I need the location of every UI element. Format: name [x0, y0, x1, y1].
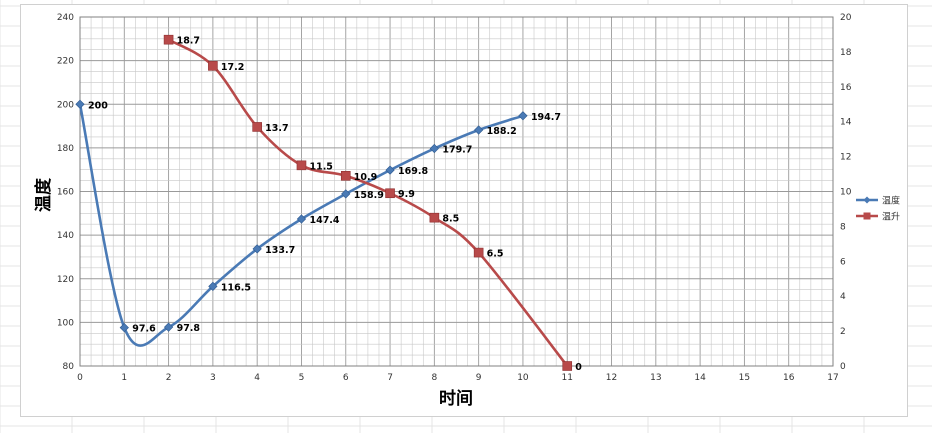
y-left-tick-label: 200 [57, 100, 74, 110]
y-left-tick-label: 100 [57, 318, 74, 328]
temperature-point [252, 244, 262, 254]
temperature-point [75, 99, 85, 109]
data-label: 97.6 [132, 324, 156, 335]
data-label: 194.7 [531, 112, 561, 123]
axes: 0 1 2 3 4 5 6 7 8 9 10 11 12 13 14 15 16 1780100120140160… [57, 13, 852, 383]
data-label: 133.7 [265, 245, 295, 256]
temperature-point [208, 281, 218, 292]
temperature-rise-point [340, 170, 351, 181]
line-chart: 0 1 2 3 4 5 6 7 8 9 10 11 12 13 14 15 16 1780100120140160… [33, 13, 900, 409]
y-right-tick-label: 2 [840, 327, 846, 337]
data-label: 18.7 [177, 36, 200, 47]
x-tick-label: 12 [606, 373, 617, 383]
y-right-tick-label: 6 [840, 257, 846, 267]
x-axis-title: 时间 [439, 388, 473, 409]
y-axis-title: 温度 [33, 177, 54, 212]
temperature-point [474, 125, 484, 135]
plot-area-border [79, 16, 834, 367]
y-right-tick-label: 12 [840, 153, 851, 163]
legend-label: 温升 [882, 212, 900, 223]
temperature-rise-point [562, 361, 573, 371]
temperature-rise-point [163, 34, 174, 45]
x-tick-label: 14 [694, 373, 706, 383]
temperature-point [163, 322, 174, 332]
y-right-tick-label: 10 [840, 188, 852, 198]
x-tick-label: 17 [827, 373, 838, 383]
data-label: 13.7 [265, 123, 288, 134]
temperature-rise-point [429, 212, 440, 223]
data-label: 11.5 [309, 161, 332, 172]
data-label: 6.5 [487, 249, 504, 260]
data-label: 169.8 [398, 166, 428, 177]
data-labels: 200 97.6 97.8 116.5 133.7 147.4 158.9 169.8 179.… [88, 36, 582, 373]
y-right-tick-label: 16 [840, 83, 852, 93]
y-right-tick-label: 0 [840, 362, 846, 372]
data-label: 116.5 [221, 282, 251, 293]
data-label: 158.9 [354, 190, 384, 201]
y-right-tick-label: 4 [840, 292, 846, 302]
legend-label: 温度 [882, 195, 900, 207]
chart-area[interactable]: 0 1 2 3 4 5 6 7 8 9 10 11 12 13 14 15 16 17 80 100 120 140 160… [20, 4, 908, 417]
x-tick-label: 9 [476, 373, 482, 383]
temperature-rise-point [252, 122, 262, 132]
y-right-tick-label: 14 [840, 118, 852, 128]
data-label: 10.9 [354, 172, 377, 183]
data-label: 17.2 [221, 62, 244, 73]
x-tick-label: 4 [254, 373, 260, 383]
data-label: 179.7 [442, 145, 472, 156]
y-left-tick-label: 160 [57, 188, 74, 198]
y-left-tick-label: 80 [63, 362, 75, 372]
temperature-point [341, 189, 351, 199]
y-left-tick-label: 120 [57, 275, 74, 285]
x-tick-label: 10 [517, 373, 529, 383]
data-label: 147.4 [309, 215, 339, 226]
y-right-tick-label: 18 [840, 48, 852, 58]
temperature-point [429, 143, 439, 154]
x-tick-label: 8 [431, 373, 437, 383]
y-right-tick-label: 20 [840, 13, 852, 23]
temperature-rise-point [385, 188, 395, 199]
y-left-tick-label: 180 [57, 144, 74, 154]
data-label: 8.5 [442, 214, 459, 225]
x-tick-label: 15 [739, 373, 750, 383]
x-tick-label: 0 [77, 373, 83, 383]
y-right-tick-label: 8 [840, 222, 846, 232]
y-left-tick-label: 240 [57, 13, 74, 23]
temperature-point [119, 322, 129, 333]
temperature-point [296, 214, 307, 224]
data-label: 200 [88, 100, 108, 111]
x-tick-label: 2 [166, 373, 172, 383]
temperature-point [518, 111, 528, 121]
legend-marker [863, 196, 871, 204]
x-tick-label: 16 [783, 373, 795, 383]
x-tick-label: 5 [299, 373, 305, 383]
x-tick-label: 1 [121, 373, 127, 383]
legend-marker [863, 212, 871, 220]
temperature-point [385, 165, 395, 175]
data-label: 9.9 [398, 189, 415, 200]
x-tick-label: 6 [343, 373, 349, 383]
data-label: 0 [575, 362, 582, 373]
data-label: 97.8 [177, 323, 201, 334]
x-tick-label: 11 [562, 373, 573, 383]
gridlines [79, 16, 834, 367]
data-label: 188.2 [487, 126, 517, 137]
x-tick-label: 7 [387, 373, 393, 383]
x-tick-label: 13 [650, 373, 661, 383]
x-tick-label: 3 [210, 373, 216, 383]
temperature-rise-point [473, 247, 484, 258]
y-left-tick-label: 220 [57, 57, 74, 67]
series-layer [75, 34, 573, 371]
y-left-tick-label: 140 [57, 231, 74, 241]
temperature-rise-point [208, 61, 218, 71]
temperature-rise-point [296, 160, 307, 171]
